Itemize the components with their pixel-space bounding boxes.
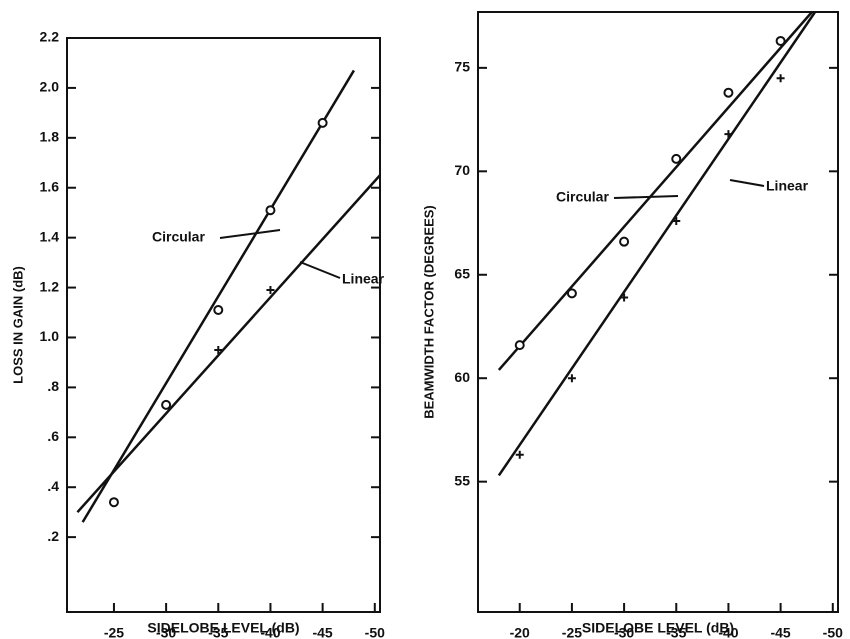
y-tick-label: 1.0 [40, 328, 60, 344]
plot-frame [67, 38, 380, 612]
fit-line [499, 12, 815, 475]
plot-frame [478, 12, 838, 612]
fit-line [499, 12, 812, 370]
y-tick-label: 55 [454, 472, 470, 488]
y-tick-label: 1.4 [40, 228, 60, 244]
x-tick-label: -20 [510, 625, 530, 639]
point [568, 289, 576, 297]
subplot: .2.4.6.81.01.21.41.61.82.02.2-25-30-35-4… [10, 29, 385, 639]
x-tick-label: -25 [562, 625, 582, 639]
y-tick-label: .2 [47, 528, 59, 544]
y-axis-label: LOSS IN GAIN (dB) [10, 266, 25, 384]
x-axis-label: SIDELOBE LEVEL (dB) [582, 620, 734, 636]
point [516, 341, 524, 349]
y-tick-label: 1.2 [40, 278, 60, 294]
annotation-leader [300, 262, 340, 278]
subplot: 5560657075-20-25-30-35-40-45-50SIDELOBE … [421, 12, 843, 639]
point [162, 401, 170, 409]
y-tick-label: 1.6 [40, 178, 60, 194]
series-annotation: Linear [342, 271, 385, 287]
x-tick-label: -45 [312, 625, 332, 639]
fit-line [77, 175, 380, 512]
point [516, 451, 524, 459]
y-tick-label: 2.2 [40, 29, 60, 45]
fit-line [83, 70, 354, 522]
point [777, 37, 785, 45]
point [777, 74, 785, 82]
annotation-leader [730, 180, 764, 186]
y-axis-label: BEAMWIDTH FACTOR (DEGREES) [421, 205, 436, 419]
y-tick-label: 75 [454, 59, 470, 75]
point [266, 206, 274, 214]
series-annotation: Linear [766, 178, 809, 194]
y-tick-label: 1.8 [40, 129, 60, 145]
y-tick-label: .4 [47, 478, 59, 494]
x-tick-label: -50 [365, 625, 385, 639]
annotation-leader [614, 196, 678, 198]
series-annotation: Circular [556, 189, 609, 205]
series-annotation: Circular [152, 229, 205, 245]
figure: .2.4.6.81.01.21.41.61.82.02.2-25-30-35-4… [0, 0, 850, 639]
point [568, 374, 576, 382]
y-tick-label: .6 [47, 428, 59, 444]
annotation-leader [220, 230, 280, 238]
point [672, 155, 680, 163]
y-tick-label: .8 [47, 378, 59, 394]
y-tick-label: 60 [454, 369, 470, 385]
point [724, 89, 732, 97]
y-tick-label: 65 [454, 265, 470, 281]
x-tick-label: -45 [770, 625, 790, 639]
point [620, 238, 628, 246]
x-tick-label: -25 [104, 625, 124, 639]
x-tick-label: -50 [823, 625, 843, 639]
y-tick-label: 70 [454, 162, 470, 178]
y-tick-label: 2.0 [40, 79, 60, 95]
point [110, 498, 118, 506]
point [319, 119, 327, 127]
x-axis-label: SIDELOBE LEVEL (dB) [147, 620, 299, 636]
point [214, 306, 222, 314]
